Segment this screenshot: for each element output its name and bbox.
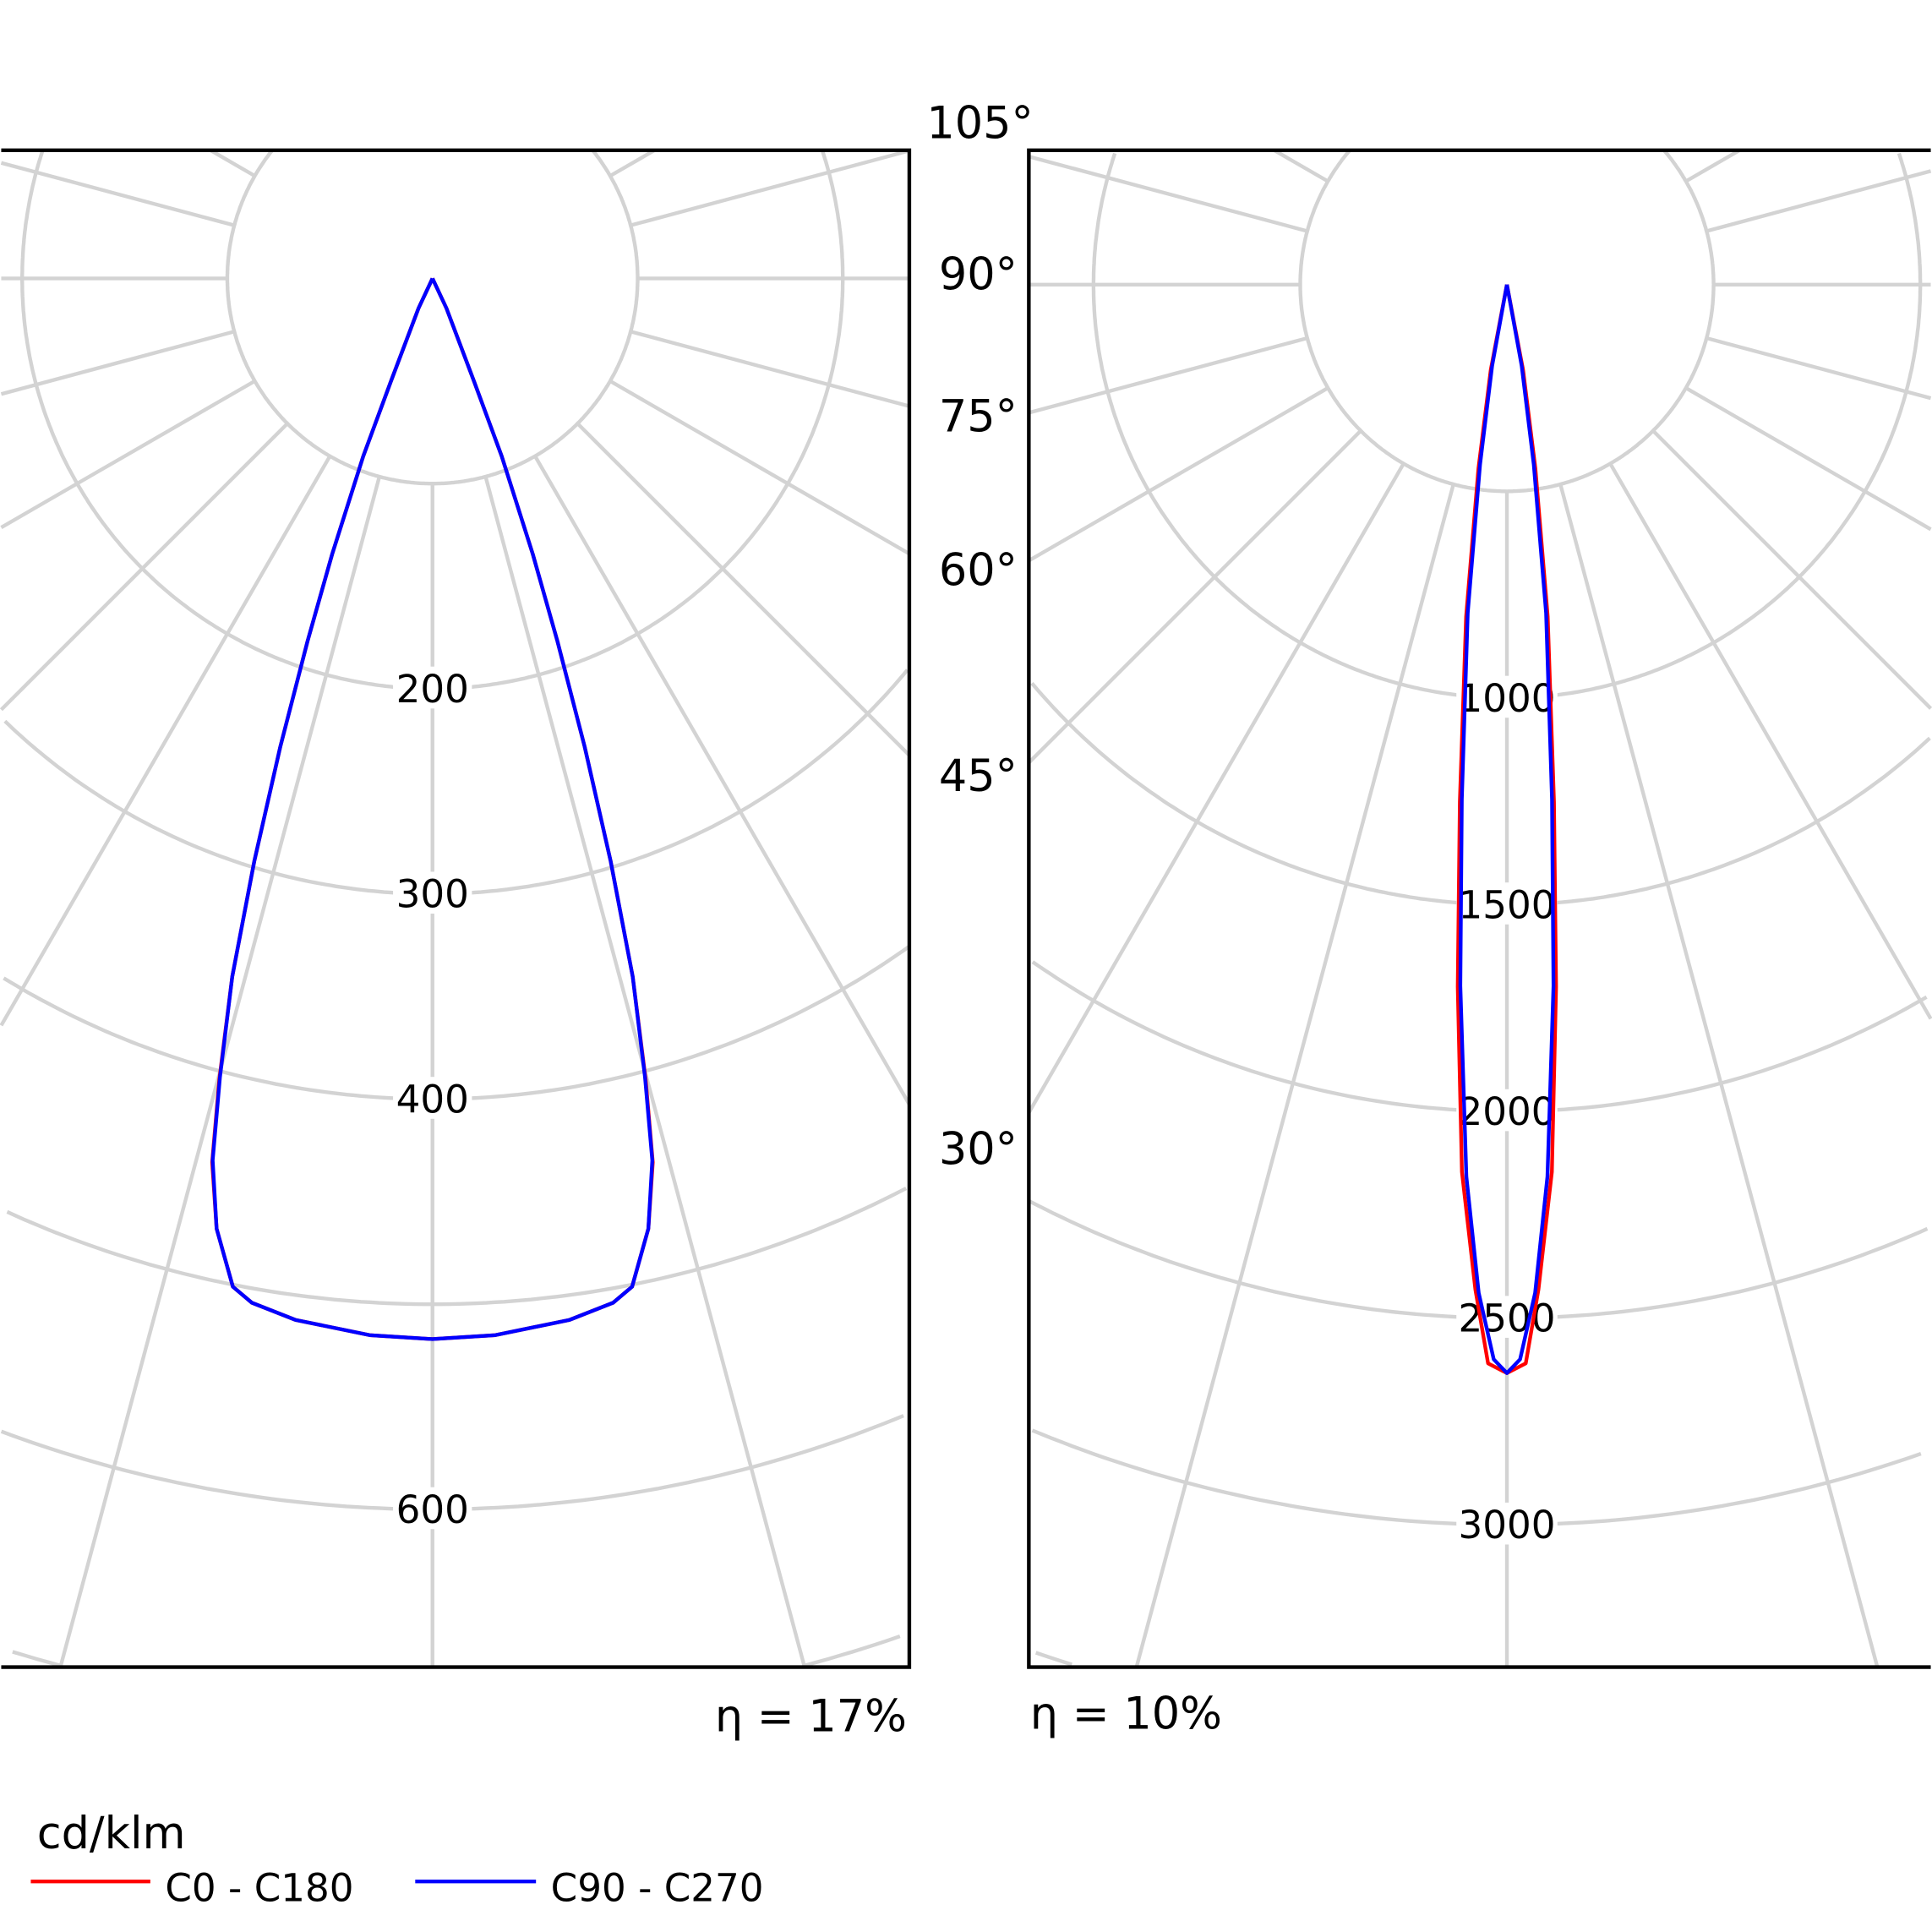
grid-ring xyxy=(225,150,640,486)
ring-label: 400 xyxy=(396,1077,469,1122)
ring-label: 3000 xyxy=(1459,1503,1556,1547)
ring-label: 1000 xyxy=(1459,676,1556,721)
plot-frame xyxy=(1027,148,1931,1669)
grid-ring xyxy=(1029,1199,1929,1320)
grid-radial xyxy=(1028,386,1329,563)
legend-label-c0-c180: C0 - C180 xyxy=(165,1866,353,1911)
grid-ring xyxy=(6,1187,908,1307)
grid-radial xyxy=(630,149,910,227)
series-curve-c90-c270 xyxy=(210,277,655,1341)
grid-ring xyxy=(1034,1651,1072,1667)
grid-ring xyxy=(3,945,910,1101)
grid-radial xyxy=(1558,483,1880,1668)
grid-radial xyxy=(1706,169,1932,233)
grid-ring xyxy=(1091,152,1923,701)
grid-radial xyxy=(0,161,235,227)
legend-label-c90-c270: C90 - C270 xyxy=(551,1866,764,1911)
angle-label: 45° xyxy=(939,750,1018,802)
angle-label: 30° xyxy=(939,1124,1018,1176)
grid-radial xyxy=(1027,462,1405,1114)
efficiency-label-left: η = 17% xyxy=(715,1690,907,1742)
grid-radial xyxy=(533,455,911,1105)
ring-label: 2000 xyxy=(1459,1089,1556,1134)
ring-label: 300 xyxy=(396,872,469,917)
grid-ring xyxy=(1031,960,1928,1114)
grid-radial xyxy=(0,422,289,712)
legend: cd/klm C0 - C180 C90 - C270 xyxy=(30,1808,764,1911)
grid-radial xyxy=(609,379,911,556)
grid-radial xyxy=(1608,462,1932,1020)
left-polar-chart: 200 300 400 600 xyxy=(0,148,912,1669)
grid-radial xyxy=(1273,148,1329,183)
right-polar-chart: 1000 1500 2000 2500 3000 xyxy=(1027,148,1932,1669)
angle-label: 90° xyxy=(939,249,1018,301)
angle-labels: 105° 90° 75° 60° 45° 30° xyxy=(926,97,1033,1175)
series-curve-c90-c270 xyxy=(1458,284,1556,1375)
grid-radial xyxy=(0,330,235,396)
grid-radial xyxy=(0,455,332,1027)
grid-radial xyxy=(1028,336,1308,415)
grid-ring xyxy=(1298,149,1716,494)
grid-radial xyxy=(1684,148,1741,183)
grid-ring xyxy=(1030,681,1931,907)
grid-ring xyxy=(1031,1428,1922,1527)
ring-label: 2500 xyxy=(1459,1296,1556,1341)
grid-radial xyxy=(1027,429,1362,764)
ring-label: 600 xyxy=(396,1487,469,1532)
legend-unit: cd/klm xyxy=(37,1808,186,1859)
grid-ring xyxy=(0,1414,904,1512)
plot-frame xyxy=(1,148,912,1669)
grid-radial xyxy=(1134,483,1455,1668)
grid-radial xyxy=(576,422,911,757)
grid-radial xyxy=(210,148,256,178)
angle-label: 75° xyxy=(939,390,1018,442)
grid-radial xyxy=(1028,155,1308,233)
angle-label: 60° xyxy=(939,545,1018,597)
efficiency-label-right: η = 10% xyxy=(1030,1688,1222,1739)
grid-radial xyxy=(1684,386,1932,532)
ring-label: 1500 xyxy=(1459,883,1556,928)
grid-radial xyxy=(630,330,910,408)
grid-radial xyxy=(0,379,256,529)
grid-radial xyxy=(1706,336,1932,401)
angle-label: 105° xyxy=(926,97,1033,149)
grid-ring xyxy=(3,669,909,896)
ring-label: 200 xyxy=(396,667,469,712)
grid-ring xyxy=(12,1635,901,1667)
grid-radial xyxy=(609,148,656,178)
grid-radial xyxy=(1651,429,1932,710)
